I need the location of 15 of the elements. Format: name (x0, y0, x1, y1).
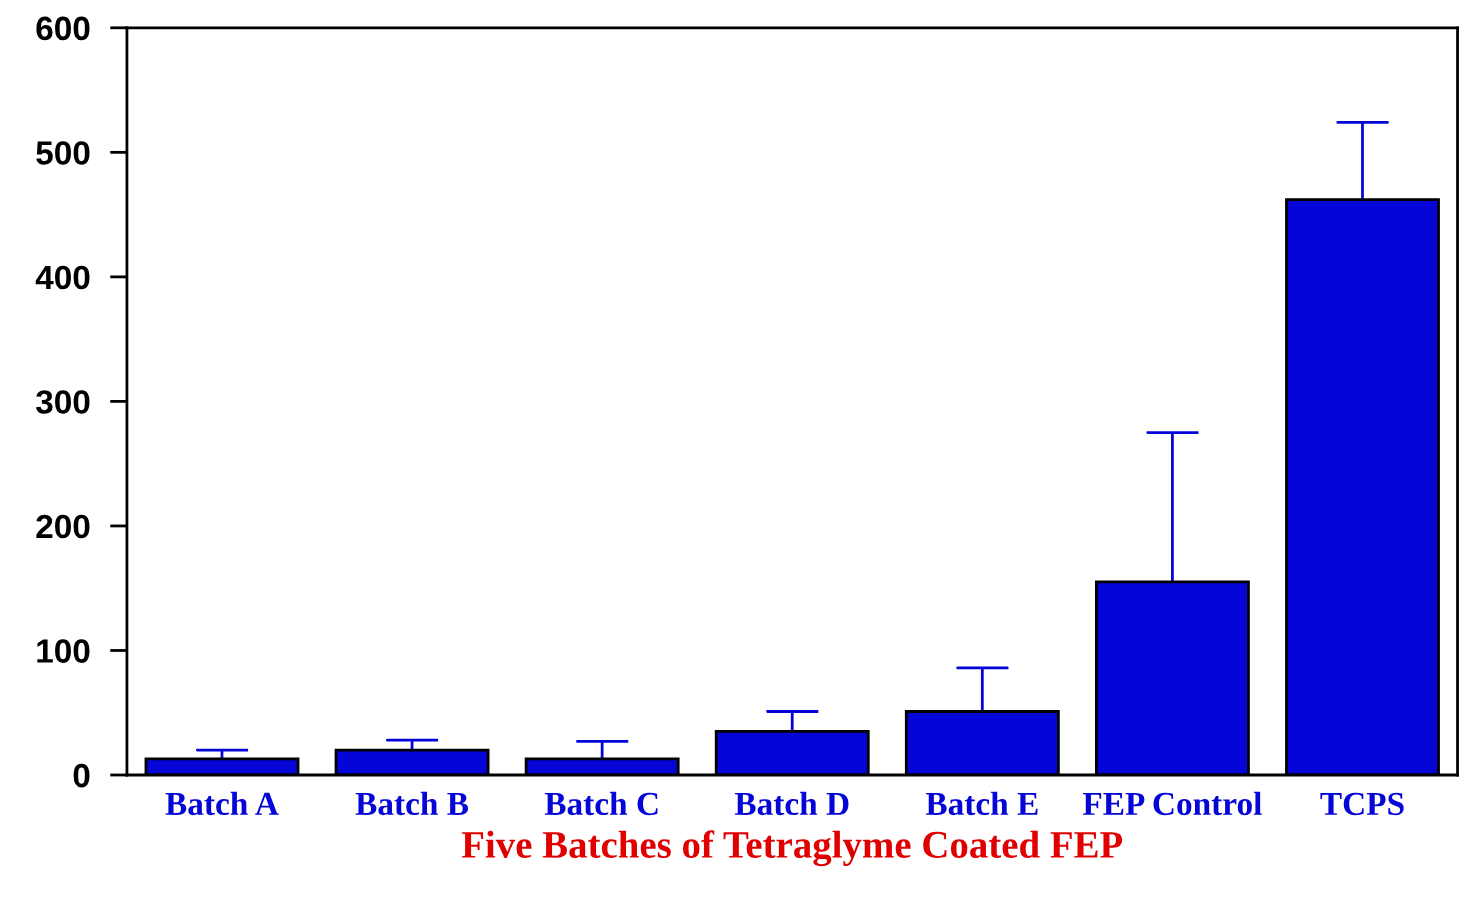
y-tick-label: 500 (36, 141, 90, 165)
x-tick-label: Batch C (544, 791, 658, 816)
y-tick-label: 200 (36, 514, 90, 539)
y-tick-label: 400 (35, 265, 90, 290)
x-tick-label: Batch E (925, 791, 1038, 816)
y-tick-label: 0 (73, 763, 90, 788)
x-tick-label: FEP Control (1082, 791, 1262, 816)
x-tick-label: TCPS (1320, 792, 1404, 816)
x-tick-label: Batch D (734, 791, 849, 816)
x-axis-title: Five Batches of Tetraglyme Coated FEP (461, 830, 1123, 867)
y-tick-label: 600 (36, 16, 90, 41)
x-tick-label: Batch B (355, 791, 469, 816)
y-tick-label: 100 (37, 639, 90, 663)
x-tick-label: Batch A (165, 791, 279, 816)
y-tick-label: 300 (35, 390, 90, 414)
